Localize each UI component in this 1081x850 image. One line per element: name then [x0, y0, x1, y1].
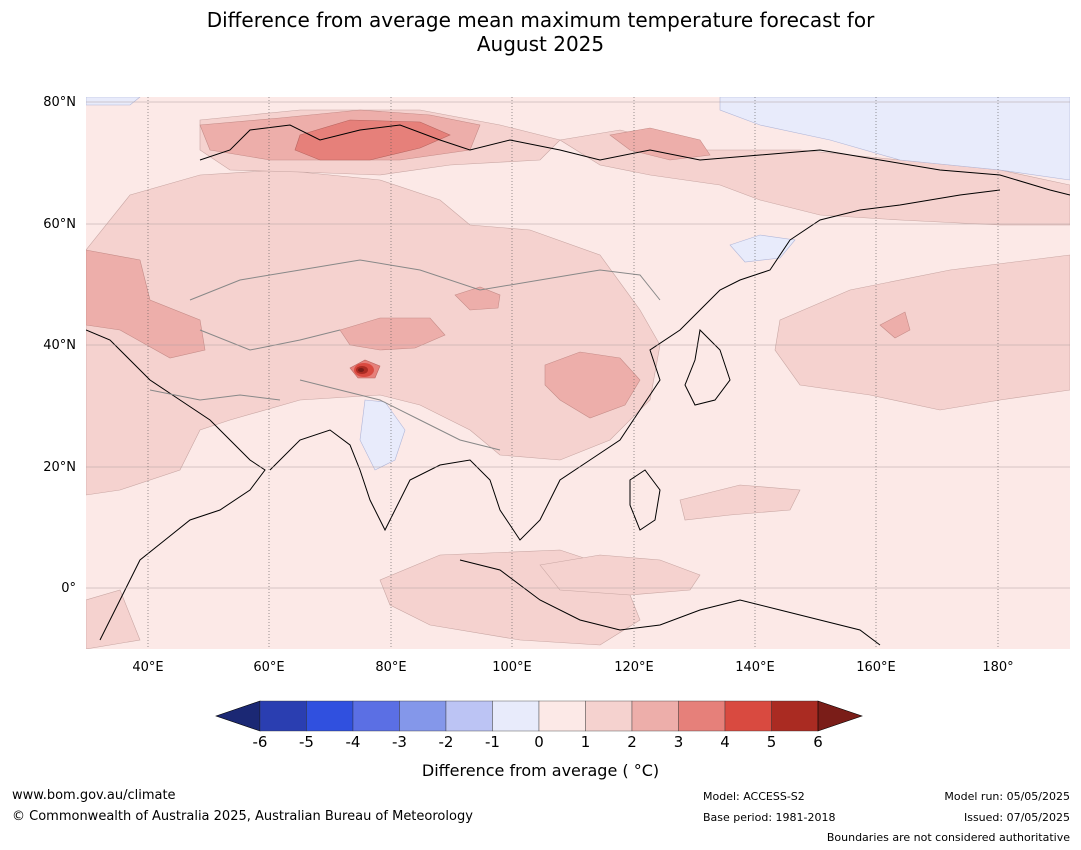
issued-date: Issued: 07/05/2025 — [963, 811, 1070, 824]
anomaly-3-4-layer — [294, 119, 451, 379]
region-eastern-europe-hot — [86, 249, 206, 359]
colorbar-tick-label: 0 — [534, 733, 544, 751]
boundaries-disclaimer: Boundaries are not considered authoritat… — [826, 831, 1070, 844]
indonesia-coastline — [459, 559, 881, 646]
lat-label-20n: 20°N — [43, 460, 76, 475]
colorbar-tick-label: 1 — [580, 733, 591, 751]
colorbar-segment — [585, 700, 633, 732]
graticule — [86, 97, 1070, 649]
lat-label-40n: 40°N — [43, 338, 76, 353]
okhotsk-coastline — [789, 189, 1001, 241]
south-asia-coastline — [269, 239, 791, 541]
lat-label-80n: 80°N — [43, 95, 76, 110]
region-arctic-cool — [86, 97, 141, 106]
colorbar-segment — [445, 700, 493, 732]
colorbar-extend-low — [215, 700, 261, 732]
lon-label-40e: 40°E — [132, 660, 164, 675]
region-maritime-warm — [539, 554, 701, 596]
region-north-pacific-warm — [774, 254, 1070, 411]
region-pacific-spot-hot — [879, 311, 911, 339]
model-run-date: Model run: 05/05/2025 — [944, 790, 1070, 803]
region-western-pacific-warm — [679, 484, 801, 521]
region-africa-warm — [86, 589, 141, 649]
lat-label-60n: 60°N — [43, 217, 76, 232]
colorbar-tick-label: 6 — [813, 733, 823, 751]
map-plot-area — [86, 97, 1070, 649]
japan-coastline — [684, 328, 731, 406]
forecast-map — [86, 97, 1070, 649]
colorbar-segment — [399, 700, 447, 732]
lon-label-100e: 100°E — [492, 660, 532, 675]
lat-label-0: 0° — [61, 581, 76, 596]
arctic-coastline — [199, 124, 1070, 196]
colorbar-tick-label: 2 — [627, 733, 637, 751]
colorbar-tick-label: 3 — [673, 733, 684, 751]
website-link[interactable]: www.bom.gov.au/climate — [12, 788, 176, 803]
copyright-text: © Commonwealth of Australia 2025, Austra… — [12, 809, 473, 824]
colorbar-tick-label: -3 — [392, 733, 407, 751]
lon-label-180: 180° — [982, 660, 1014, 675]
colorbar-extend-high — [817, 700, 863, 732]
colorbar-tick-label: -6 — [252, 733, 268, 751]
coastlines — [86, 124, 1070, 646]
colorbar — [215, 700, 863, 732]
anomaly-4-6-layer — [354, 363, 374, 377]
anomaly-cool-layer — [86, 97, 1070, 471]
region-okhotsk-cool — [729, 234, 796, 263]
colorbar-segment — [538, 700, 586, 732]
colorbar-label: Difference from average ( °C) — [421, 761, 660, 780]
title-line-2: August 2025 — [476, 32, 605, 56]
colorbar-segment — [306, 700, 354, 732]
border-russia-south — [189, 259, 661, 301]
colorbar-tick-label: -4 — [345, 733, 361, 751]
colorbar-segment — [724, 700, 772, 732]
region-taymyr-hot — [609, 127, 711, 161]
title-line-1: Difference from average mean maximum tem… — [206, 8, 875, 32]
border-middle-east — [149, 389, 281, 401]
region-kola-very-hot — [294, 119, 451, 161]
lon-label-80e: 80°E — [375, 660, 407, 675]
colorbar-segment — [259, 700, 307, 732]
colorbar-tick-label: 4 — [720, 733, 730, 751]
region-tibet-hot — [339, 317, 446, 351]
philippines-coastline — [629, 469, 661, 531]
colorbar-segment — [678, 700, 726, 732]
region-karakoram-peak — [358, 368, 364, 372]
region-central-china-hot — [544, 351, 641, 419]
border-himalaya — [299, 379, 501, 451]
colorbar-tick-label: 5 — [766, 733, 777, 751]
colorbar-segment — [771, 700, 819, 732]
colorbar-tick-label: -1 — [485, 733, 500, 751]
lon-label-140e: 140°E — [735, 660, 775, 675]
lon-label-160e: 160°E — [856, 660, 896, 675]
colorbar-segment — [492, 700, 540, 732]
colorbar-tick-label: -5 — [299, 733, 314, 751]
arabia-africa-coastline — [86, 329, 266, 641]
colorbar-segment — [631, 700, 679, 732]
colorbar-segment — [352, 700, 400, 732]
region-east-siberia-cool — [719, 97, 1070, 181]
colorbar-tick-label: -2 — [438, 733, 454, 751]
model-name: Model: ACCESS-S2 — [703, 790, 805, 803]
lon-label-60e: 60°E — [253, 660, 285, 675]
lon-label-120e: 120°E — [614, 660, 654, 675]
base-period: Base period: 1981-2018 — [703, 811, 836, 824]
chart-title: Difference from average mean maximum tem… — [0, 8, 1081, 56]
